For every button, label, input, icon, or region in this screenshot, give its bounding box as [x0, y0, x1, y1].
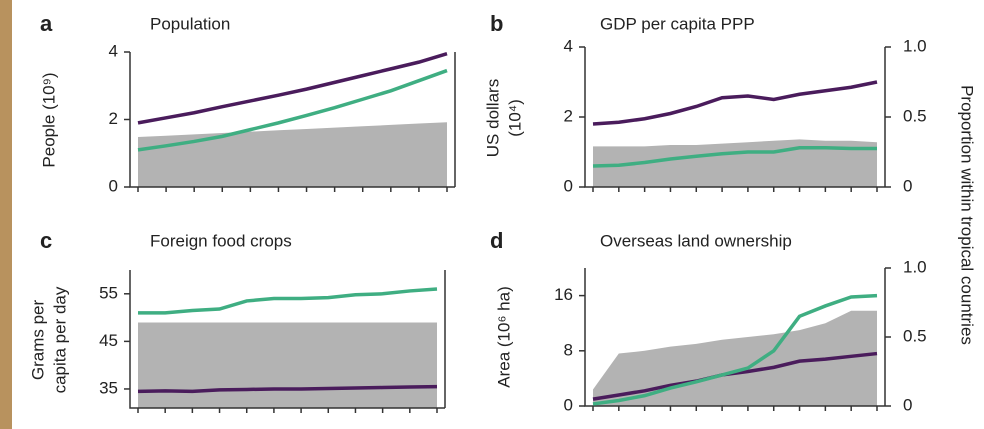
y-tick-label: 45: [99, 331, 118, 350]
y-tick-label: 0: [564, 176, 573, 195]
data-line: [138, 289, 437, 313]
photo-edge: [0, 0, 12, 429]
y2-tick-label: 1.0: [903, 36, 927, 55]
panel-label: c: [40, 228, 52, 253]
y-tick-label: 8: [564, 340, 573, 359]
y-axis-label: capita per day: [50, 286, 69, 393]
y-tick-label: 16: [554, 285, 573, 304]
y-tick-label: 55: [99, 283, 118, 302]
y-axis-label: People (10⁹): [39, 72, 58, 167]
panel-title: Foreign food crops: [150, 231, 292, 250]
panel-label: d: [490, 228, 503, 253]
y-axis-label: US dollars: [483, 79, 502, 157]
y2-tick-label: 0.5: [903, 326, 927, 345]
y-tick-label: 2: [564, 106, 573, 125]
figure: a Population People (10⁹) 0 2 4 b GDP per capit…: [0, 0, 984, 429]
panel-label: a: [40, 11, 53, 36]
panel-title: Overseas land ownership: [600, 231, 792, 250]
y-tick-label: 4: [109, 41, 118, 60]
y-tick-label: 0: [109, 176, 118, 195]
panel-title: Population: [150, 14, 230, 33]
y2-tick-label: 0.5: [903, 106, 927, 125]
panel-label: b: [490, 11, 503, 36]
data-line: [593, 82, 877, 124]
y-axis-label: Area (10⁶ ha): [494, 286, 513, 388]
panel-title: GDP per capita PPP: [600, 14, 755, 33]
proportion-area: [138, 122, 447, 187]
y-tick-label: 4: [564, 36, 573, 55]
y2-axis-label: Proportion within tropical countries: [958, 85, 977, 345]
y2-tick-label: 0: [903, 395, 912, 414]
y2-tick-label: 1.0: [903, 257, 927, 276]
y-axis-label: (10⁴): [505, 99, 524, 137]
y-tick-label: 2: [109, 109, 118, 128]
y-tick-label: 0: [564, 395, 573, 414]
y-tick-label: 35: [99, 378, 118, 397]
y-axis-label: Grams per: [28, 300, 47, 381]
proportion-area: [138, 322, 437, 408]
y2-tick-label: 0: [903, 176, 912, 195]
